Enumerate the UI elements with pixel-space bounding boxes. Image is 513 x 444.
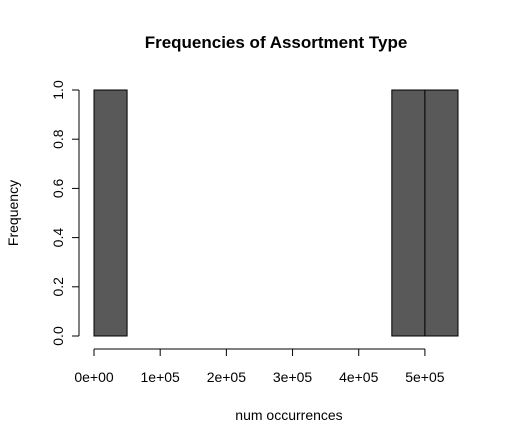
y-tick-label: 0.6 [50, 178, 66, 198]
x-axis-label: num occurrences [235, 407, 342, 423]
histogram-bar [424, 89, 459, 337]
bars-group [93, 89, 459, 337]
x-tick-label: 5e+05 [405, 369, 445, 385]
y-tick-label: 0.2 [50, 277, 66, 297]
chart-title: Frequencies of Assortment Type [145, 33, 408, 52]
y-tick-label: 0.4 [50, 228, 66, 248]
x-tick-label: 2e+05 [207, 369, 247, 385]
y-tick-label: 1.0 [50, 80, 66, 100]
y-axis: 0.0 0.2 0.4 0.6 0.8 1.0 [50, 80, 80, 346]
x-tick-label: 3e+05 [273, 369, 313, 385]
y-tick-label: 0.0 [50, 326, 66, 346]
x-axis: 0e+00 1e+05 2e+05 3e+05 4e+05 5e+05 [74, 348, 445, 385]
x-tick-label: 1e+05 [141, 369, 181, 385]
y-tick-label: 0.8 [50, 129, 66, 149]
y-axis-label: Frequency [5, 180, 21, 246]
histogram-bar [93, 89, 128, 337]
x-tick-label: 4e+05 [339, 369, 379, 385]
x-tick-label: 0e+00 [74, 369, 114, 385]
histogram-bar [391, 89, 426, 337]
